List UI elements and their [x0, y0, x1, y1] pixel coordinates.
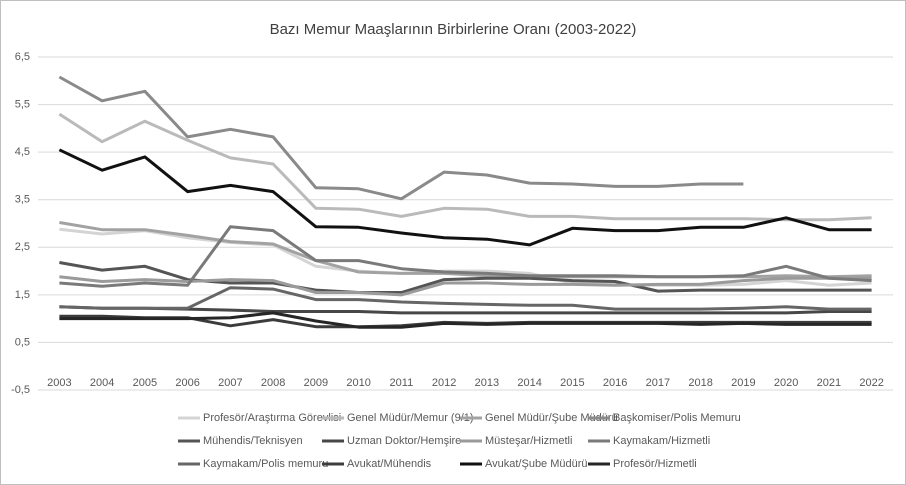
y-tick-label: 4,5 — [15, 146, 30, 158]
legend-label: Avukat/Şube Müdürü — [485, 458, 588, 470]
legend-label: Genel Müdür/Memur (9/1) — [347, 412, 474, 424]
legend-label: Başkomiser/Polis Memuru — [613, 412, 741, 424]
y-tick-label: 5,5 — [15, 98, 30, 110]
series-line — [58, 148, 872, 247]
x-tick-label: 2020 — [774, 377, 798, 389]
y-tick-label: 1,5 — [15, 289, 30, 301]
x-tick-label: 2013 — [475, 377, 499, 389]
x-tick-label: 2008 — [261, 377, 285, 389]
legend-label: Kaymakam/Polis memuru — [203, 458, 328, 470]
x-tick-label: 2007 — [218, 377, 242, 389]
x-tick-label: 2018 — [688, 377, 712, 389]
series-line — [58, 112, 872, 222]
x-tick-label: 2014 — [517, 377, 541, 389]
x-tick-label: 2004 — [90, 377, 114, 389]
x-tick-label: 2011 — [390, 377, 414, 389]
x-tick-label: 2012 — [432, 377, 456, 389]
series-line — [59, 225, 872, 288]
series-line — [58, 75, 744, 201]
x-tick-label: 2009 — [304, 377, 328, 389]
legend-label: Mühendis/Teknisyen — [203, 435, 303, 447]
y-tick-label: 6,5 — [15, 51, 30, 63]
series-line — [59, 275, 872, 297]
y-tick-label: 3,5 — [15, 194, 30, 206]
legend-label: Uzman Doktor/Hemşire — [347, 435, 461, 447]
x-tick-label: 2019 — [731, 377, 755, 389]
legend-label: Profesör/Hizmetli — [613, 458, 697, 470]
x-tick-label: 2003 — [47, 377, 71, 389]
legend-label: Genel Müdür/Şube Müdürü — [485, 412, 618, 424]
legend-label: Profesör/Araştırma Görevlisi — [203, 412, 341, 424]
series-line — [59, 227, 872, 287]
y-tick-label: 0,5 — [15, 336, 30, 348]
chart-title: Bazı Memur Maaşlarının Birbirlerine Oran… — [270, 21, 637, 38]
legend-label: Kaymakam/Hizmetli — [613, 435, 710, 447]
x-tick-label: 2015 — [560, 377, 584, 389]
x-tick-label: 2021 — [817, 377, 841, 389]
x-tick-label: 2016 — [603, 377, 627, 389]
series-line — [59, 305, 872, 315]
y-tick-label: 2,5 — [15, 241, 30, 253]
x-tick-label: 2017 — [646, 377, 670, 389]
series-line — [59, 286, 872, 311]
x-tick-label: 2005 — [133, 377, 157, 389]
legend-label: Müsteşar/Hizmetli — [485, 435, 572, 447]
legend-label: Avukat/Mühendis — [347, 458, 432, 470]
series-line — [59, 311, 872, 329]
x-tick-label: 2006 — [175, 377, 199, 389]
x-tick-label: 2010 — [346, 377, 370, 389]
y-tick-label: -0,5 — [11, 384, 30, 396]
x-tick-label: 2022 — [859, 377, 883, 389]
